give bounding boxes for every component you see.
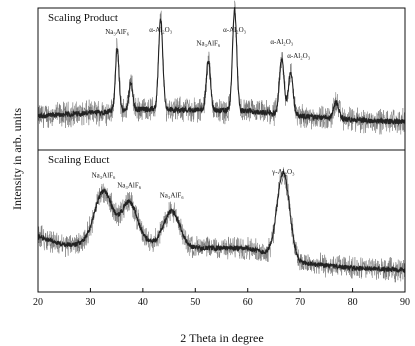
x-tick-label: 20 [33,297,43,308]
x-tick-label: 80 [348,297,358,308]
x-tick-label: 90 [400,297,410,308]
x-tick-label: 50 [190,297,200,308]
x-tick-label: 40 [138,297,148,308]
diffraction-trace-line [37,7,406,126]
x-axis-title: 2 Theta in degree [180,331,263,345]
panel-1 [37,149,406,293]
y-axis-title: Intensity in arb. units [10,108,24,210]
panel-title: Scaling Educt [48,154,109,166]
peak-label: Na₃AlF₆ [105,28,129,36]
diffraction-trace-line [37,169,406,274]
peak-label: Na₃AlF₆ [160,191,184,199]
peak-label: Na₃AlF₆ [196,39,220,47]
peak-label: α-Al₂O₃ [149,26,172,34]
peak-label: α-Al₂O₃ [270,38,293,46]
x-tick-label: 30 [85,297,95,308]
peak-label: Na₃AlF₆ [92,171,116,179]
peak-label: α-Al₂O₃ [287,52,310,60]
panel-frame [37,149,406,293]
peak-label: Na₃AlF₆ [117,182,141,190]
peak-label: γ-Al₂O₃ [271,168,295,176]
x-tick-label: 60 [243,297,253,308]
x-tick-label: 70 [295,297,305,308]
noisy-scan-line [37,167,406,283]
panel-frame [37,7,406,151]
panel-title: Scaling Product [48,12,118,24]
peak-label: α-Al₂O₃ [223,26,246,34]
panels-layer [37,0,406,293]
x-ticks: 20 30 40 50 60 70 80 90 [33,288,410,308]
